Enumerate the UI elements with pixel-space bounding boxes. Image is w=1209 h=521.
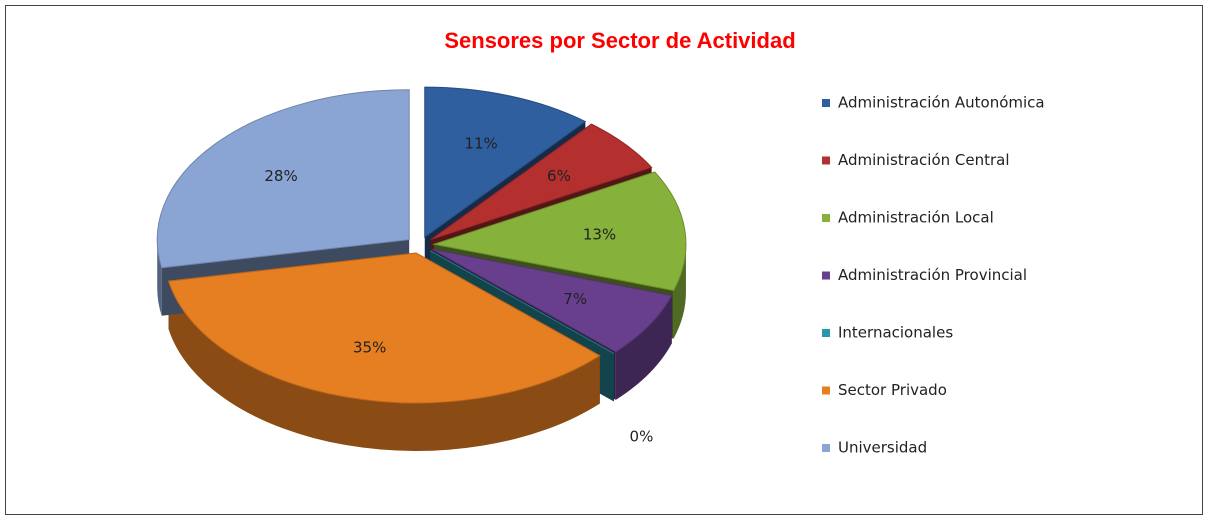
legend-label: Administración Central: [838, 151, 1010, 169]
pie-top: [431, 171, 687, 292]
pie-top: [430, 123, 653, 241]
legend-label: Internacionales: [838, 324, 953, 342]
data-label: 7%: [563, 290, 587, 308]
legend-label: Universidad: [838, 439, 927, 457]
legend-label: Administración Autonómica: [838, 94, 1045, 112]
pie-top: [156, 89, 410, 269]
pie-tops: [156, 86, 687, 404]
legend-swatch: [822, 271, 830, 280]
data-label: 6%: [547, 167, 571, 185]
pie-top: [167, 252, 601, 404]
legend-label: Administración Local: [838, 209, 994, 227]
legend-swatch: [822, 99, 830, 107]
legend-swatch: [822, 386, 830, 395]
legend-label: Administración Provincial: [838, 266, 1027, 284]
data-label: 35%: [353, 339, 386, 357]
legend-swatch: [822, 444, 830, 452]
pie-side: [168, 281, 600, 452]
pie-side: [157, 239, 162, 316]
legend-label: Sector Privado: [838, 381, 947, 399]
data-label: 13%: [583, 225, 616, 243]
legend-swatch: [822, 214, 830, 222]
data-label: 11%: [464, 135, 497, 153]
pie-side: [615, 295, 672, 400]
legend-swatch: [822, 156, 830, 165]
chart-title: Sensores por Sector de Actividad: [444, 28, 795, 53]
legend-swatch: [822, 329, 830, 337]
pie-top: [424, 86, 587, 239]
data-label: 0%: [630, 427, 654, 445]
data-label: 28%: [264, 167, 297, 185]
pie-top: [431, 248, 673, 353]
